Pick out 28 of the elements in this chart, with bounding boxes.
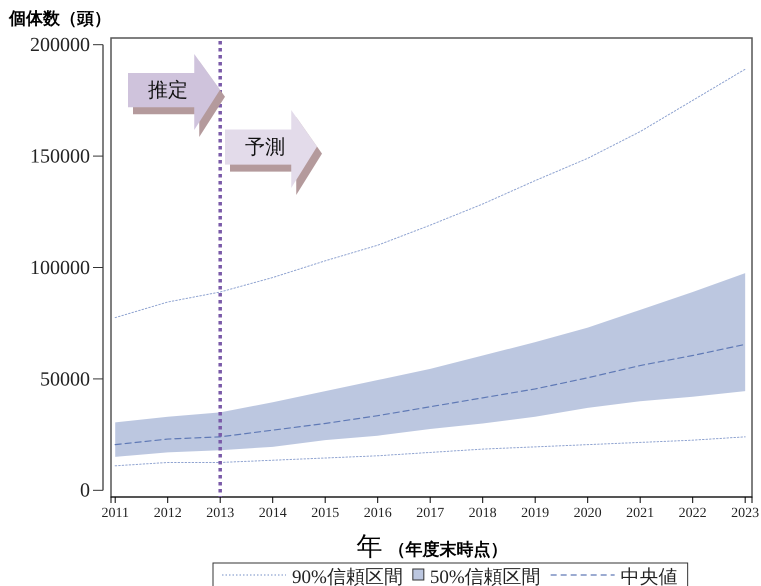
x-tick-label: 2015 (311, 506, 340, 521)
annotation: 推定 (148, 78, 188, 102)
text: 50%信頼区間 (430, 567, 541, 586)
x-tick-label: 2018 (468, 506, 497, 521)
y-axis-title: 個体数（頭） (8, 9, 111, 29)
x-tick-label: 2020 (574, 506, 602, 521)
y-tick-label: 150000 (30, 145, 90, 168)
legend-label: 90%信頼区間 (292, 567, 403, 586)
line-series (114, 68, 746, 318)
x-tick-label: 2021 (626, 506, 654, 521)
x-tick-label: 2022 (678, 506, 707, 521)
x-tick-label: 2011 (101, 506, 129, 521)
y-tick-label: 50000 (40, 368, 90, 390)
legend-label: 中央値 (620, 567, 678, 586)
x-axis-title: 年 （年度末時点） (356, 532, 508, 561)
x-tick-label: 2017 (416, 506, 444, 521)
x-tick-label: 2014 (258, 506, 287, 521)
y-tick-label: 0 (80, 480, 90, 502)
x-tick-label: 2023 (731, 506, 760, 521)
x-tick-label: 2016 (364, 506, 392, 521)
y-tick-label: 100000 (30, 256, 90, 279)
annotation: 予測 (245, 134, 285, 159)
y-tick-label: 200000 (30, 34, 90, 56)
line-series (114, 344, 746, 446)
x-tick-label: 2013 (206, 506, 234, 521)
x-tick-label: 2012 (154, 506, 182, 521)
line-series (114, 436, 746, 466)
x-tick-label: 2019 (521, 506, 550, 521)
